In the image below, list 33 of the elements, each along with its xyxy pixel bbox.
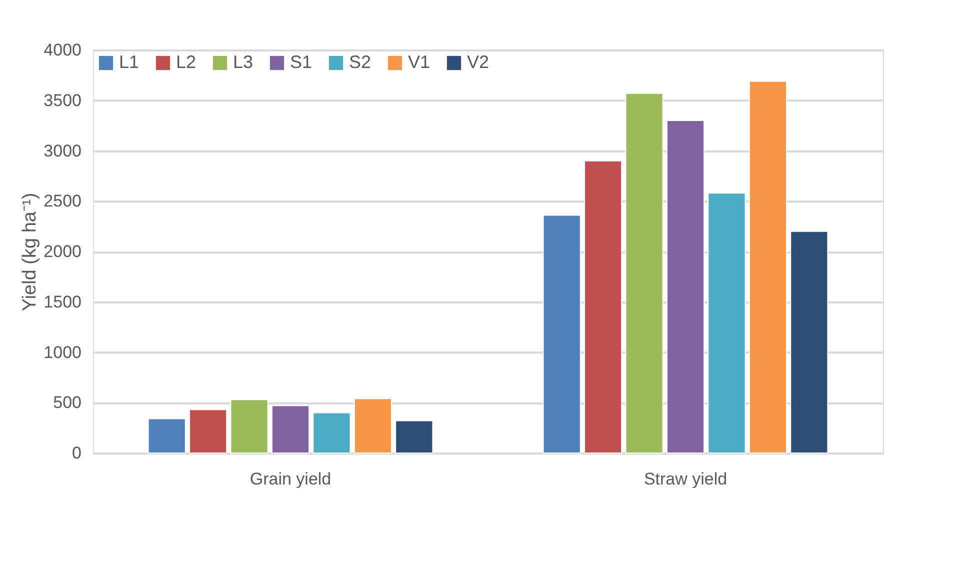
legend-label: L3 <box>233 52 254 72</box>
y-tick-label: 1000 <box>44 342 82 362</box>
bar <box>271 405 310 454</box>
y-tick-label: 1500 <box>44 292 82 312</box>
y-tick-label: 500 <box>53 393 82 412</box>
bar <box>584 160 622 454</box>
y-tick-label: 0 <box>72 444 82 462</box>
bar <box>312 412 351 454</box>
y-tick-label: 2000 <box>44 242 82 261</box>
legend-label: V1 <box>408 52 430 72</box>
bar <box>230 399 268 454</box>
x-tick-label: Grain yield <box>250 470 332 488</box>
bar <box>666 120 705 454</box>
y-tick-label: 4000 <box>44 40 82 60</box>
y-tick-label: 3500 <box>44 90 82 110</box>
bar <box>395 420 434 454</box>
bar <box>790 230 828 454</box>
y-tick-label: 2500 <box>44 192 82 211</box>
bar <box>625 92 664 454</box>
x-tick-label: Straw yield <box>644 470 728 488</box>
bar <box>748 80 787 454</box>
bar <box>189 409 228 454</box>
y-tick-label: 3000 <box>44 141 82 160</box>
y-axis-title: Yield (kg ha⁻¹) <box>20 192 41 312</box>
legend-label: L1 <box>119 52 140 72</box>
bar <box>354 398 392 454</box>
bar <box>708 192 746 454</box>
legend-label: S2 <box>349 52 372 72</box>
legend-label: V2 <box>467 52 490 72</box>
bar <box>542 214 581 454</box>
legend-label: S1 <box>290 52 312 72</box>
bar <box>148 418 186 454</box>
legend-label: L2 <box>176 52 196 72</box>
